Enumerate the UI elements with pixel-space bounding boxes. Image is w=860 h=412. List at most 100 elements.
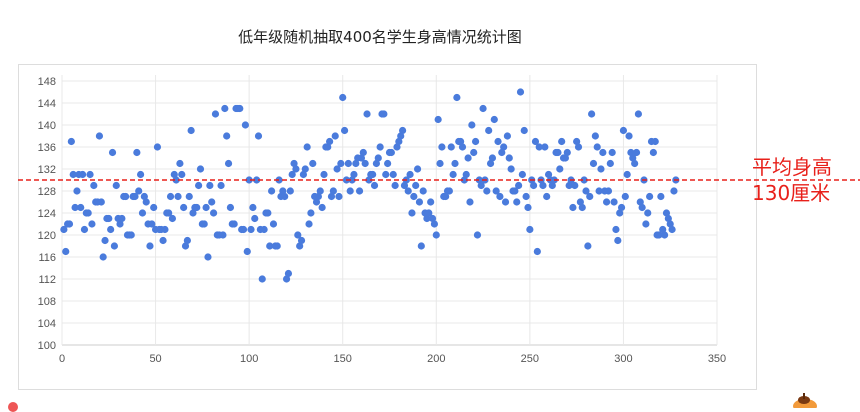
data-point [268, 187, 276, 195]
data-point [530, 181, 538, 190]
data-point [531, 137, 540, 146]
data-point [597, 165, 605, 173]
data-point [260, 225, 268, 234]
data-point [170, 170, 178, 179]
cartoon-mascot-icon [793, 393, 817, 408]
data-point [247, 225, 255, 234]
data-point [369, 170, 377, 179]
data-point [95, 132, 104, 140]
data-point [142, 198, 150, 206]
data-point [445, 187, 453, 195]
data-point [60, 225, 68, 234]
x-tick-label: 0 [59, 353, 65, 365]
data-point [193, 203, 201, 212]
data-point [604, 187, 613, 195]
data-point [318, 203, 326, 212]
data-point [153, 143, 162, 151]
data-point [576, 198, 584, 206]
data-point [211, 110, 220, 118]
data-point [492, 187, 500, 195]
data-point [281, 192, 289, 201]
x-tick-label: 100 [240, 353, 258, 365]
data-point [159, 236, 167, 245]
data-point [507, 165, 515, 173]
data-point [533, 247, 541, 256]
data-point [625, 132, 633, 140]
data-point [430, 220, 439, 228]
data-point [348, 176, 356, 184]
y-tick-label: 100 [38, 340, 56, 352]
y-tick-label: 104 [38, 318, 56, 330]
data-point [588, 110, 596, 118]
data-point [483, 187, 491, 195]
data-point [290, 159, 298, 168]
data-point [266, 242, 274, 250]
data-point [249, 203, 257, 212]
data-point [110, 242, 118, 250]
data-point [466, 198, 474, 206]
data-point [563, 148, 571, 157]
data-point [178, 170, 186, 179]
data-point [518, 170, 526, 179]
data-point [253, 176, 261, 184]
data-point [631, 159, 639, 168]
data-point [419, 187, 427, 195]
data-point [294, 231, 302, 239]
data-point [380, 110, 388, 118]
data-point [522, 192, 530, 201]
data-point [176, 159, 184, 168]
data-point [279, 187, 287, 195]
data-point [490, 115, 498, 124]
data-point [556, 165, 564, 173]
average-label: 平均身高 130厘米 [752, 154, 832, 206]
data-point [264, 209, 272, 217]
data-point [67, 137, 75, 146]
data-point [475, 176, 483, 184]
data-point [99, 253, 107, 261]
data-point [569, 203, 577, 212]
data-point [355, 187, 364, 195]
y-tick-label: 128 [38, 186, 56, 198]
data-point [88, 220, 96, 228]
data-point [71, 203, 79, 212]
data-point [642, 220, 650, 228]
data-point [438, 143, 446, 151]
data-point [496, 192, 504, 201]
data-point [554, 148, 562, 157]
data-point [226, 203, 235, 212]
data-point [400, 181, 409, 190]
data-point [84, 209, 92, 217]
data-point [453, 93, 461, 102]
data-point [415, 198, 424, 206]
data-point [657, 192, 665, 201]
data-point [591, 132, 599, 140]
data-point [417, 242, 425, 250]
data-point [634, 110, 643, 118]
data-point [391, 181, 399, 190]
data-point [425, 209, 433, 217]
data-point [62, 247, 70, 256]
data-point [578, 203, 586, 212]
data-point [580, 176, 588, 184]
data-point [108, 148, 117, 157]
data-point [412, 181, 420, 190]
data-point [324, 143, 332, 151]
data-point [65, 220, 74, 228]
y-tick-label: 116 [38, 252, 56, 264]
data-point [515, 181, 523, 190]
data-point [573, 137, 581, 146]
y-tick-label: 108 [38, 296, 56, 308]
y-tick-label: 132 [38, 164, 56, 176]
data-point [97, 198, 105, 206]
data-point [586, 192, 594, 201]
data-point [470, 148, 478, 157]
x-tick-label: 200 [427, 353, 445, 365]
data-point [408, 209, 416, 217]
data-point [404, 187, 412, 195]
data-point [513, 198, 521, 206]
data-point [217, 181, 225, 190]
data-point [593, 143, 601, 151]
data-point [245, 176, 253, 184]
data-point [636, 198, 644, 206]
